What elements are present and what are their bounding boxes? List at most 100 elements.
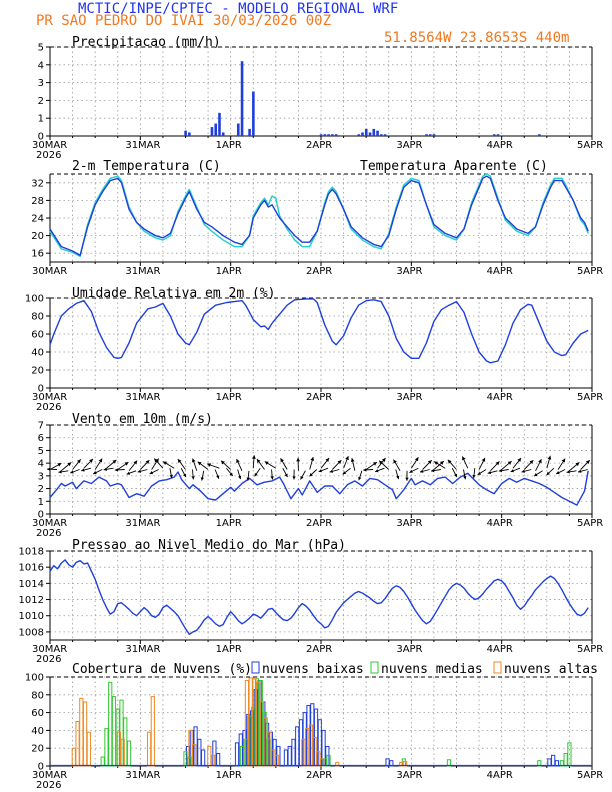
precip-bar: [334, 134, 338, 136]
wind-arrow: [378, 460, 400, 480]
pressure-line: [49, 559, 589, 635]
wind-arrow-head: [538, 459, 542, 464]
press-xtick-label: 5APR: [577, 644, 603, 655]
wind-arrow: [137, 459, 150, 473]
wind-arrow-head: [216, 475, 220, 479]
precip-bar: [432, 134, 436, 136]
cloud-xtick-label: 2APR: [306, 770, 332, 781]
precip-bar: [428, 134, 432, 136]
wind-arrow-head: [221, 460, 225, 465]
temp-title: 2-m Temperatura (C): [72, 159, 221, 174]
precip-bar: [221, 132, 225, 136]
rh-xtick-label: 31MAR: [125, 392, 160, 403]
precip-bar: [240, 61, 244, 136]
temp-ytick-label: 24: [31, 214, 44, 225]
wind-arrow: [256, 458, 274, 480]
cloud-bar-high: [86, 731, 91, 767]
precip-bar: [236, 123, 240, 136]
precip-ytick-label: 3: [38, 78, 44, 89]
cloud-xtick-label: 30MAR: [32, 770, 67, 781]
precip-bar: [214, 123, 218, 136]
legend-high-label: nuvens altas: [504, 662, 598, 677]
precip-bar: [218, 112, 221, 136]
precip-bar: [372, 128, 376, 136]
wind-arrow: [566, 462, 580, 474]
wind-arrow-head: [487, 470, 492, 475]
wind-arrow-head: [236, 458, 240, 463]
wind-arrow-head: [318, 469, 323, 473]
cloud-bar-high: [150, 696, 155, 767]
precip-bar: [319, 134, 323, 136]
wind-xtick-label: 4APR: [487, 518, 513, 529]
cloud-ytick-label: 40: [31, 726, 44, 737]
rh-ytick-label: 40: [31, 348, 44, 359]
wind-arrow-head: [477, 471, 482, 475]
wind-arrow-head: [556, 471, 560, 475]
precip-xtick-label: 5APR: [577, 140, 603, 151]
precip-title: Precipitacao (mm/h): [72, 35, 221, 50]
wind-arrow-head: [463, 475, 467, 480]
wind-arrow: [521, 459, 534, 473]
wind-arrow-head: [337, 460, 342, 465]
cloud-bar-low: [291, 738, 296, 767]
cloud-bar-mid: [104, 728, 109, 767]
wind-arrow-head: [409, 469, 413, 473]
wind-ytick-label: 3: [38, 471, 44, 482]
wind-arrow-head: [350, 458, 355, 462]
cloud-bar-low: [201, 749, 206, 767]
wind-arrow-head: [393, 459, 397, 464]
cloud-bar-mid: [111, 696, 117, 767]
wind-arrow-head: [126, 471, 131, 475]
precip-bar: [368, 132, 372, 136]
wind-arrow: [430, 460, 445, 473]
wind-arrow: [126, 460, 138, 475]
wind-arrow: [329, 459, 342, 473]
precip-year-label: 2026: [36, 150, 61, 161]
wind-arrow: [264, 461, 288, 478]
wind-arrow: [477, 457, 487, 476]
precip-xtick-label: 3APR: [396, 140, 422, 151]
rh-ytick-label: 20: [31, 366, 44, 377]
cloud-bar-mid: [126, 740, 132, 767]
wind-arrow-head: [207, 463, 212, 467]
wind-arrow-head: [405, 477, 409, 481]
temperature-line: [49, 175, 589, 257]
wind-arrow: [114, 461, 129, 472]
cloud-bar-low: [216, 753, 221, 767]
wind-arrow-head: [325, 458, 330, 462]
wind-arrow-head: [103, 467, 107, 471]
wind-ytick-label: 2: [38, 484, 44, 495]
wind-arrow-head: [585, 460, 590, 465]
wind-arrow-head: [254, 472, 258, 477]
rh-xtick-label: 3APR: [396, 392, 422, 403]
wind-arrow: [103, 459, 117, 471]
wind-year-label: 2026: [36, 528, 61, 539]
wind-xtick-label: 3APR: [396, 518, 422, 529]
apparent-temperature-line: [49, 173, 589, 258]
wind-arrow: [296, 457, 306, 480]
wind-arrow-head: [154, 458, 159, 463]
wind-arrow-head: [163, 461, 168, 465]
wind-ytick-label: 7: [38, 421, 44, 432]
precip-ytick-label: 1: [38, 114, 44, 125]
wind-arrow: [393, 459, 409, 481]
wind-arrow: [197, 461, 220, 479]
precip-ytick-label: 5: [38, 43, 44, 54]
wind-arrow-head: [521, 469, 525, 473]
wind-arrow: [533, 458, 543, 477]
precip-bar: [496, 134, 500, 136]
press-year-label: 2026: [36, 654, 61, 665]
cloud-bar-low: [283, 749, 289, 767]
wind-arrow: [149, 458, 160, 475]
wind-arrow: [433, 461, 458, 478]
rh-ytick-label: 60: [31, 330, 44, 341]
cloud-ytick-label: 60: [31, 708, 44, 719]
wind-arrow-head: [575, 462, 580, 467]
wind-arrow-head: [439, 461, 444, 465]
wind-arrow: [153, 458, 173, 479]
wind-arrow-head: [329, 469, 334, 473]
wind-xtick-label: 31MAR: [125, 518, 160, 529]
wind-title: Vento em 10m (m/s): [72, 412, 213, 427]
wind-ytick-label: 5: [38, 446, 44, 457]
wind-arrow: [461, 456, 476, 479]
